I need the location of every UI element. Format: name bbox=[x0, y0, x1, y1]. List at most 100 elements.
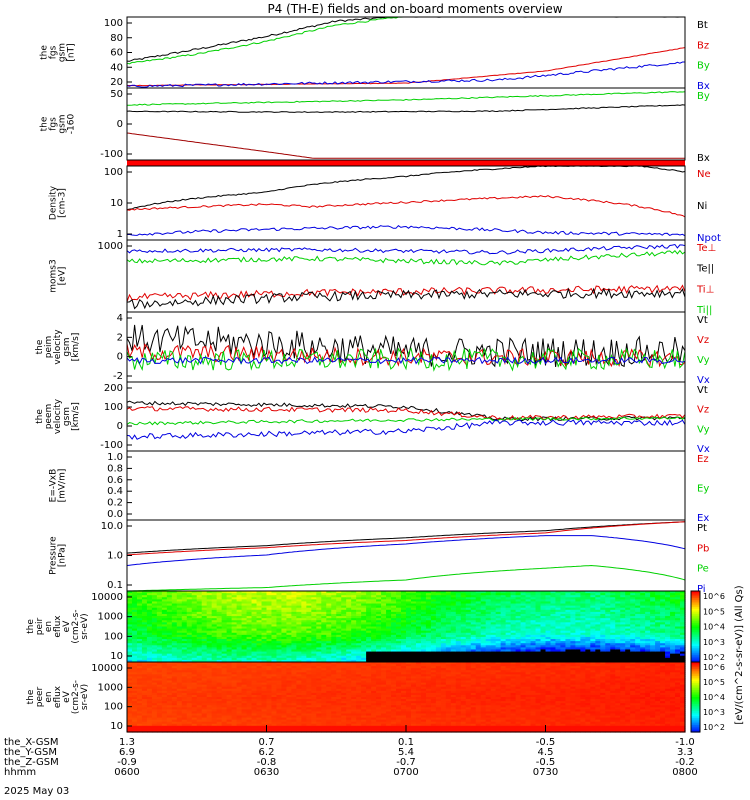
heatmap-cell bbox=[226, 591, 233, 594]
heatmap-cell bbox=[555, 649, 562, 653]
heatmap-cell bbox=[485, 653, 492, 657]
heatmap-cell bbox=[610, 647, 616, 651]
heatmap-cell bbox=[201, 597, 208, 600]
heatmap-cell bbox=[321, 647, 327, 651]
heatmap-cell bbox=[191, 721, 198, 725]
heatmap-cell bbox=[635, 647, 641, 651]
heatmap-cell bbox=[465, 613, 472, 617]
heatmap-cell bbox=[580, 649, 586, 653]
heatmap-cell bbox=[301, 651, 307, 655]
heatmap-cell bbox=[271, 699, 278, 702]
heatmap-cell bbox=[361, 655, 367, 659]
heatmap-cell bbox=[181, 591, 188, 594]
heatmap-cell bbox=[460, 624, 467, 628]
heatmap-cell bbox=[261, 727, 268, 731]
heatmap-cell bbox=[206, 649, 213, 653]
heatmap-cell bbox=[196, 599, 203, 603]
heatmap-cell bbox=[261, 678, 268, 682]
heatmap-cell bbox=[271, 605, 278, 609]
heatmap-cell bbox=[366, 639, 372, 642]
heatmap-cell bbox=[331, 659, 337, 663]
heatmap-cell bbox=[246, 680, 253, 684]
heatmap-cell bbox=[211, 659, 218, 663]
heatmap-cell bbox=[171, 611, 178, 615]
heatmap-cell bbox=[291, 641, 297, 644]
heatmap-cell bbox=[166, 622, 173, 626]
heatmap-cell bbox=[590, 609, 596, 613]
heatmap-cell bbox=[515, 651, 522, 655]
heatmap-cell bbox=[191, 651, 198, 655]
heatmap-cell bbox=[336, 620, 342, 623]
heatmap-cell bbox=[490, 620, 497, 623]
heatmap-cell bbox=[440, 647, 447, 651]
heatmap-cell bbox=[430, 599, 437, 603]
y-axis-label: moms3 bbox=[49, 259, 59, 292]
heatmap-cell bbox=[500, 613, 507, 617]
heatmap-cell bbox=[226, 701, 233, 704]
heatmap-cell bbox=[221, 611, 228, 615]
heatmap-cell bbox=[251, 643, 258, 646]
heatmap-cell bbox=[650, 607, 656, 611]
heatmap-cell bbox=[500, 634, 507, 638]
heatmap-cell bbox=[191, 682, 198, 686]
heatmap-cell bbox=[171, 655, 178, 659]
heatmap-cell bbox=[191, 655, 198, 659]
heatmap-cell bbox=[445, 605, 452, 609]
heatmap-cell bbox=[296, 626, 302, 630]
heatmap-cell bbox=[450, 643, 457, 646]
heatmap-cell bbox=[550, 599, 557, 603]
heatmap-cell bbox=[351, 603, 357, 607]
heatmap-cell bbox=[530, 620, 537, 623]
heatmap-cell bbox=[500, 603, 507, 607]
heatmap-cell bbox=[171, 723, 178, 727]
heatmap-cell bbox=[420, 639, 427, 642]
heatmap-cell bbox=[266, 680, 273, 684]
heatmap-cell bbox=[440, 651, 447, 655]
heatmap-cell bbox=[465, 605, 472, 609]
heatmap-cell bbox=[181, 632, 188, 636]
heatmap-cell bbox=[470, 649, 477, 653]
heatmap-cell bbox=[256, 729, 263, 733]
heatmap-cell bbox=[206, 620, 213, 623]
heatmap-cell bbox=[216, 670, 223, 673]
heatmap-cell bbox=[201, 719, 208, 723]
heatmap-cell bbox=[361, 649, 367, 653]
heatmap-cell bbox=[610, 639, 616, 642]
heatmap-cell bbox=[231, 601, 238, 605]
heatmap-cell bbox=[560, 641, 567, 644]
heatmap-cell bbox=[236, 634, 243, 638]
heatmap-cell bbox=[156, 632, 163, 636]
heatmap-cell bbox=[271, 624, 278, 628]
heatmap-cell bbox=[236, 719, 243, 723]
heatmap-cell bbox=[141, 670, 148, 673]
heatmap-cell bbox=[141, 636, 148, 640]
heatmap-cell bbox=[226, 666, 233, 669]
heatmap-cell bbox=[555, 597, 562, 600]
heatmap-cell bbox=[261, 657, 268, 661]
heatmap-cell bbox=[575, 657, 581, 661]
heatmap-cell bbox=[131, 618, 138, 621]
heatmap-cell bbox=[261, 636, 268, 640]
heatmap-cell bbox=[311, 659, 317, 663]
heatmap-cell bbox=[246, 672, 253, 675]
heatmap-cell bbox=[590, 639, 596, 642]
heatmap-cell bbox=[485, 634, 492, 638]
heatmap-cell bbox=[346, 601, 352, 605]
heatmap-cell bbox=[196, 657, 203, 661]
heatmap-cell bbox=[141, 680, 148, 684]
heatmap-cell bbox=[181, 727, 188, 731]
heatmap-cell bbox=[201, 727, 208, 731]
heatmap-cell bbox=[156, 655, 163, 659]
heatmap-cell bbox=[396, 597, 402, 600]
heatmap-cell bbox=[455, 611, 462, 615]
heatmap-cell bbox=[655, 643, 661, 646]
heatmap-cell bbox=[525, 655, 532, 659]
heatmap-cell bbox=[660, 639, 666, 642]
heatmap-cell bbox=[276, 599, 283, 603]
heatmap-cell bbox=[151, 680, 158, 684]
heatmap-cell bbox=[311, 641, 317, 644]
heatmap-cell bbox=[311, 653, 317, 657]
heatmap-cell bbox=[545, 605, 552, 609]
heatmap-cell bbox=[311, 645, 317, 648]
heatmap-cell bbox=[660, 605, 666, 609]
